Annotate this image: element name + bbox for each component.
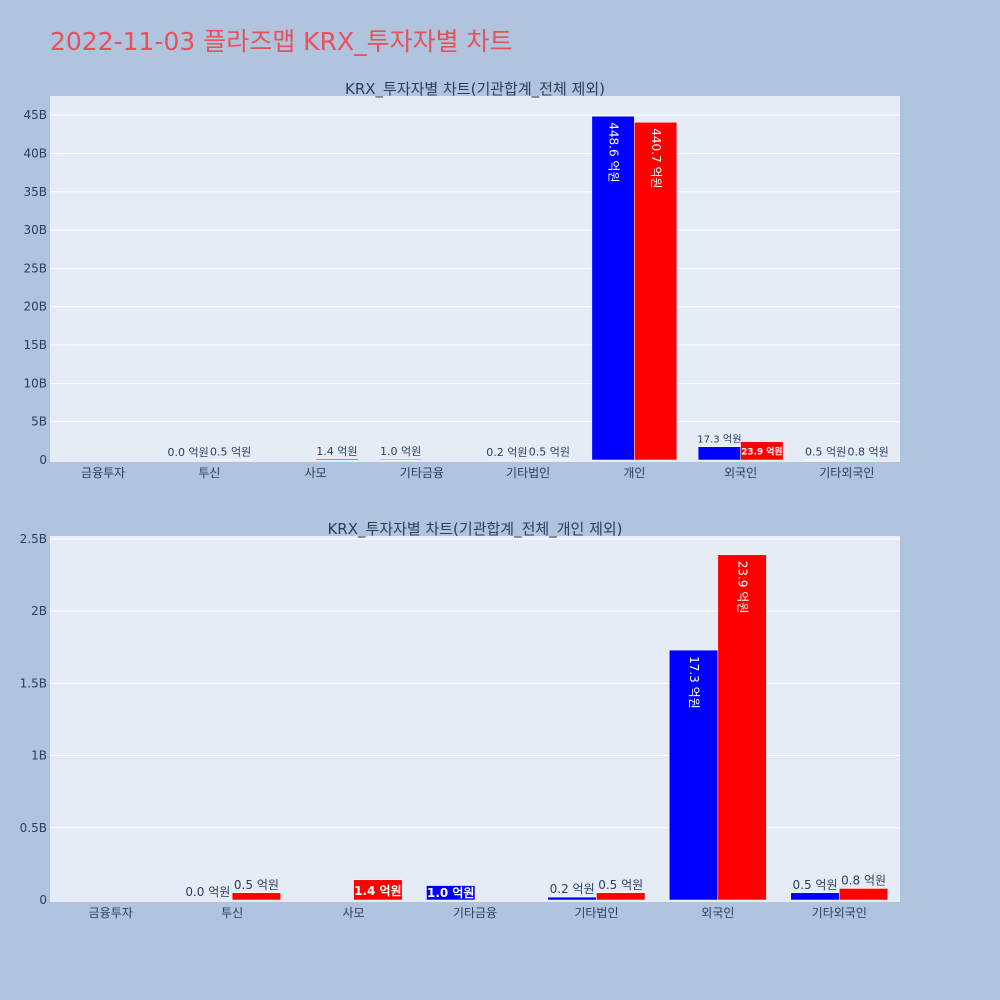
chart-title: KRX_투자자별 차트(기관합계_전체_개인 제외)	[327, 520, 622, 539]
chart-top-svg: KRX_투자자별 차트(기관합계_전체 제외) 0 5B 10B 15B 20B 25B 30…	[23, 80, 900, 480]
y-tick-label: 0	[39, 893, 47, 907]
x-tick-label: 개인	[623, 466, 645, 480]
chart-title: KRX_투자자별 차트(기관합계_전체 제외)	[345, 80, 605, 99]
bar-data-label: 0.5 억원	[234, 878, 279, 892]
x-tick-label: 기타법인	[574, 906, 618, 920]
bar-data-label: 0.0 억원	[185, 885, 230, 899]
y-tick-label: 1B	[31, 749, 47, 763]
x-tick-label: 금융투자	[81, 466, 125, 480]
x-tick-label: 금융투자	[89, 906, 133, 920]
y-tick-label: 10B	[23, 376, 47, 390]
x-tick-label: 사모	[305, 466, 327, 480]
y-tick-label: 45B	[23, 108, 47, 122]
y-tick-label: 35B	[23, 185, 47, 199]
y-tick-label: 40B	[23, 146, 47, 160]
y-tick-label: 1.5B	[20, 676, 47, 690]
bar-data-label: 0.5 억원	[793, 878, 838, 892]
buy-bar	[547, 896, 597, 901]
x-tick-label: 기타금융	[400, 466, 444, 480]
x-tick-label: 기타법인	[506, 466, 550, 480]
y-tick-label: 25B	[23, 261, 47, 275]
sell-bar	[717, 554, 767, 901]
bar-data-label: 0.0 억원	[168, 446, 209, 459]
x-tick-label: 외국인	[724, 466, 757, 480]
chart-bottom: KRX_투자자별 차트(기관합계_전체_개인 제외) 0 0.5B 1B 1.5B 2B 2…	[0, 512, 1000, 932]
buy-bar	[697, 446, 741, 461]
bar-data-label: 0.8 억원	[841, 873, 886, 887]
bar-data-label: 0.2 억원	[550, 882, 595, 896]
sell-bar	[315, 458, 359, 461]
x-tick-label: 외국인	[701, 906, 734, 920]
sell-bar	[353, 879, 403, 901]
bar-data-label: 23.9 억원	[741, 445, 782, 457]
bar-data-label: 23.9 억원	[736, 561, 750, 614]
plot-area	[50, 536, 900, 902]
sell-bar	[634, 122, 678, 461]
bar-data-label: 1.0 억원	[427, 886, 474, 900]
buy-bar	[790, 892, 840, 901]
x-tick-label: 사모	[343, 906, 365, 920]
x-tick-label: 기타외국인	[819, 466, 874, 480]
bar-data-label: 17.3 억원	[687, 656, 701, 709]
bar-data-label: 0.8 억원	[848, 445, 889, 458]
sell-bar	[846, 459, 890, 461]
x-tick-label: 기타금융	[453, 906, 497, 920]
sell-bar	[596, 892, 646, 901]
y-tick-label: 2.5B	[20, 532, 47, 546]
plot-area	[50, 96, 900, 462]
bar-data-label: 0.5 억원	[529, 446, 570, 459]
y-tick-label: 30B	[23, 223, 47, 237]
bar-data-label: 0.5 억원	[210, 446, 251, 459]
buy-bar	[669, 649, 719, 901]
chart-top: KRX_투자자별 차트(기관합계_전체 제외) 0 5B 10B 15B 20B 25B 30…	[0, 70, 1000, 490]
page-title: 2022-11-03 플라즈맵 KRX_투자자별 차트	[50, 27, 513, 56]
x-tick-label: 기타외국인	[812, 906, 867, 920]
bar-data-label: 448.6 억원	[607, 122, 621, 182]
sell-bar	[740, 441, 784, 461]
buy-bar	[379, 458, 423, 461]
bar-data-label: 1.0 억원	[380, 445, 421, 458]
bar-data-label: 1.4 억원	[354, 884, 401, 898]
bar-data-label: 0.5 억원	[598, 878, 643, 892]
buy-bar	[426, 885, 476, 901]
x-tick-label: 투신	[221, 906, 243, 920]
bar-data-label: 440.7 억원	[649, 128, 663, 188]
bar-data-label: 0.2 억원	[486, 446, 527, 459]
y-tick-label: 0	[39, 453, 47, 467]
y-tick-label: 0.5B	[20, 821, 47, 835]
chart-bottom-svg: KRX_투자자별 차트(기관합계_전체_개인 제외) 0 0.5B 1B 1.5B 2B 2…	[20, 520, 900, 920]
y-tick-label: 2B	[31, 604, 47, 618]
bar-data-label: 0.5 억원	[805, 446, 846, 459]
sell-bar	[231, 892, 281, 901]
bar-data-label: 17.3 억원	[697, 434, 741, 446]
y-tick-label: 20B	[23, 300, 47, 314]
sell-bar	[839, 888, 889, 901]
bar-data-label: 1.4 억원	[316, 445, 357, 458]
y-tick-label: 15B	[23, 338, 47, 352]
x-tick-label: 투신	[198, 466, 220, 480]
y-tick-label: 5B	[31, 415, 47, 429]
